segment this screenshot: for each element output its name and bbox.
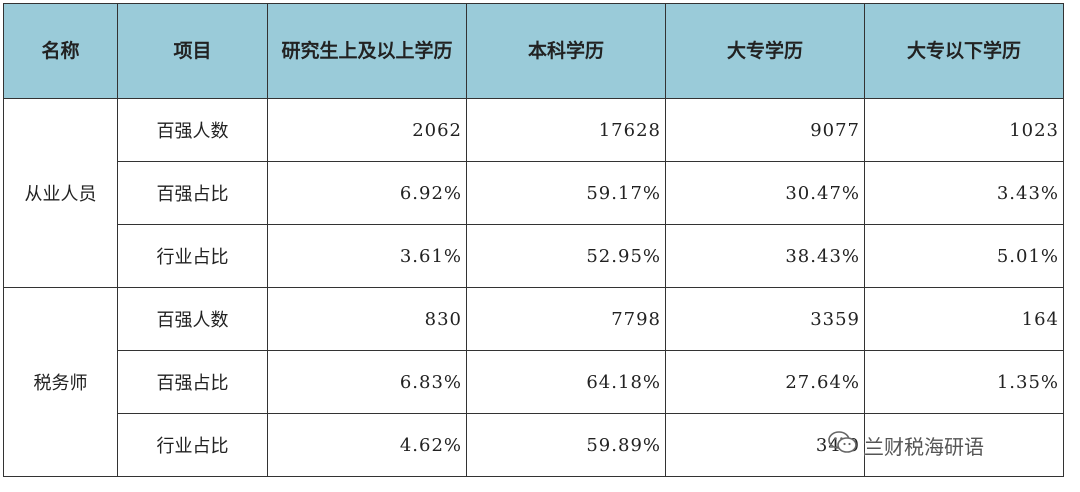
value-cell: 3.43% bbox=[864, 161, 1064, 225]
value-cell: 27.64% bbox=[665, 350, 865, 414]
value-cell: 6.92% bbox=[267, 161, 467, 225]
watermark-text: 兰财税海研语 bbox=[864, 434, 984, 459]
value-cell: 30.47% bbox=[665, 161, 865, 225]
group-label: 从业人员 bbox=[3, 98, 118, 288]
value-cell: 17628 bbox=[466, 98, 666, 162]
table-row: 行业占比 3.61% 52.95% 38.43% 5.01% bbox=[4, 224, 1064, 288]
value-cell: 1023 bbox=[864, 98, 1064, 162]
item-label: 百强占比 bbox=[117, 350, 268, 414]
header-junior-college: 大专学历 bbox=[665, 3, 865, 99]
header-postgrad: 研究生上及以上学历 bbox=[267, 3, 467, 99]
table-row: 从业人员 百强人数 2062 17628 9077 1023 bbox=[3, 98, 1064, 288]
value-cell: 7798 bbox=[466, 287, 666, 351]
table-row: 百强占比 6.92% 59.17% 30.47% 3.43% bbox=[4, 161, 1064, 225]
header-name: 名称 bbox=[3, 3, 118, 99]
value-cell: 64.18% bbox=[466, 350, 666, 414]
education-table: 名称 项目 研究生上及以上学历 本科学历 大专学历 大专以下学历 从业人员 百强… bbox=[3, 3, 1064, 477]
value-cell: 830 bbox=[267, 287, 467, 351]
value-cell bbox=[864, 413, 1064, 477]
value-cell: 52.95% bbox=[466, 224, 666, 288]
value-cell: 9077 bbox=[665, 98, 865, 162]
item-label: 行业占比 bbox=[117, 224, 268, 288]
item-label: 百强人数 bbox=[117, 287, 268, 351]
wechat-icon bbox=[828, 430, 858, 461]
header-bachelor: 本科学历 bbox=[466, 3, 666, 99]
header-below-college: 大专以下学历 bbox=[864, 3, 1064, 99]
value-cell: 1.35% bbox=[864, 350, 1064, 414]
group-label: 税务师 bbox=[3, 287, 118, 477]
item-label: 百强人数 bbox=[117, 98, 268, 162]
table-row: 百强占比 6.83% 64.18% 27.64% 1.35% bbox=[4, 350, 1064, 414]
value-cell: 5.01% bbox=[864, 224, 1064, 288]
value-cell: 2062 bbox=[267, 98, 467, 162]
value-cell: 4.62% bbox=[267, 413, 467, 477]
table-row: 税务师 百强人数 830 7798 3359 164 bbox=[3, 287, 1064, 477]
value-cell: 6.83% bbox=[267, 350, 467, 414]
value-cell: 164 bbox=[864, 287, 1064, 351]
value-cell: 59.89% bbox=[466, 413, 666, 477]
watermark: 兰财税海研语 bbox=[828, 428, 984, 462]
value-cell: 3.61% bbox=[267, 224, 467, 288]
value-cell: 3359 bbox=[665, 287, 865, 351]
item-label: 行业占比 bbox=[117, 413, 268, 477]
header-item: 项目 bbox=[117, 3, 268, 99]
value-cell: 59.17% bbox=[466, 161, 666, 225]
item-label: 百强占比 bbox=[117, 161, 268, 225]
value-cell: 38.43% bbox=[665, 224, 865, 288]
header-row: 名称 项目 研究生上及以上学历 本科学历 大专学历 大专以下学历 bbox=[3, 3, 1064, 99]
